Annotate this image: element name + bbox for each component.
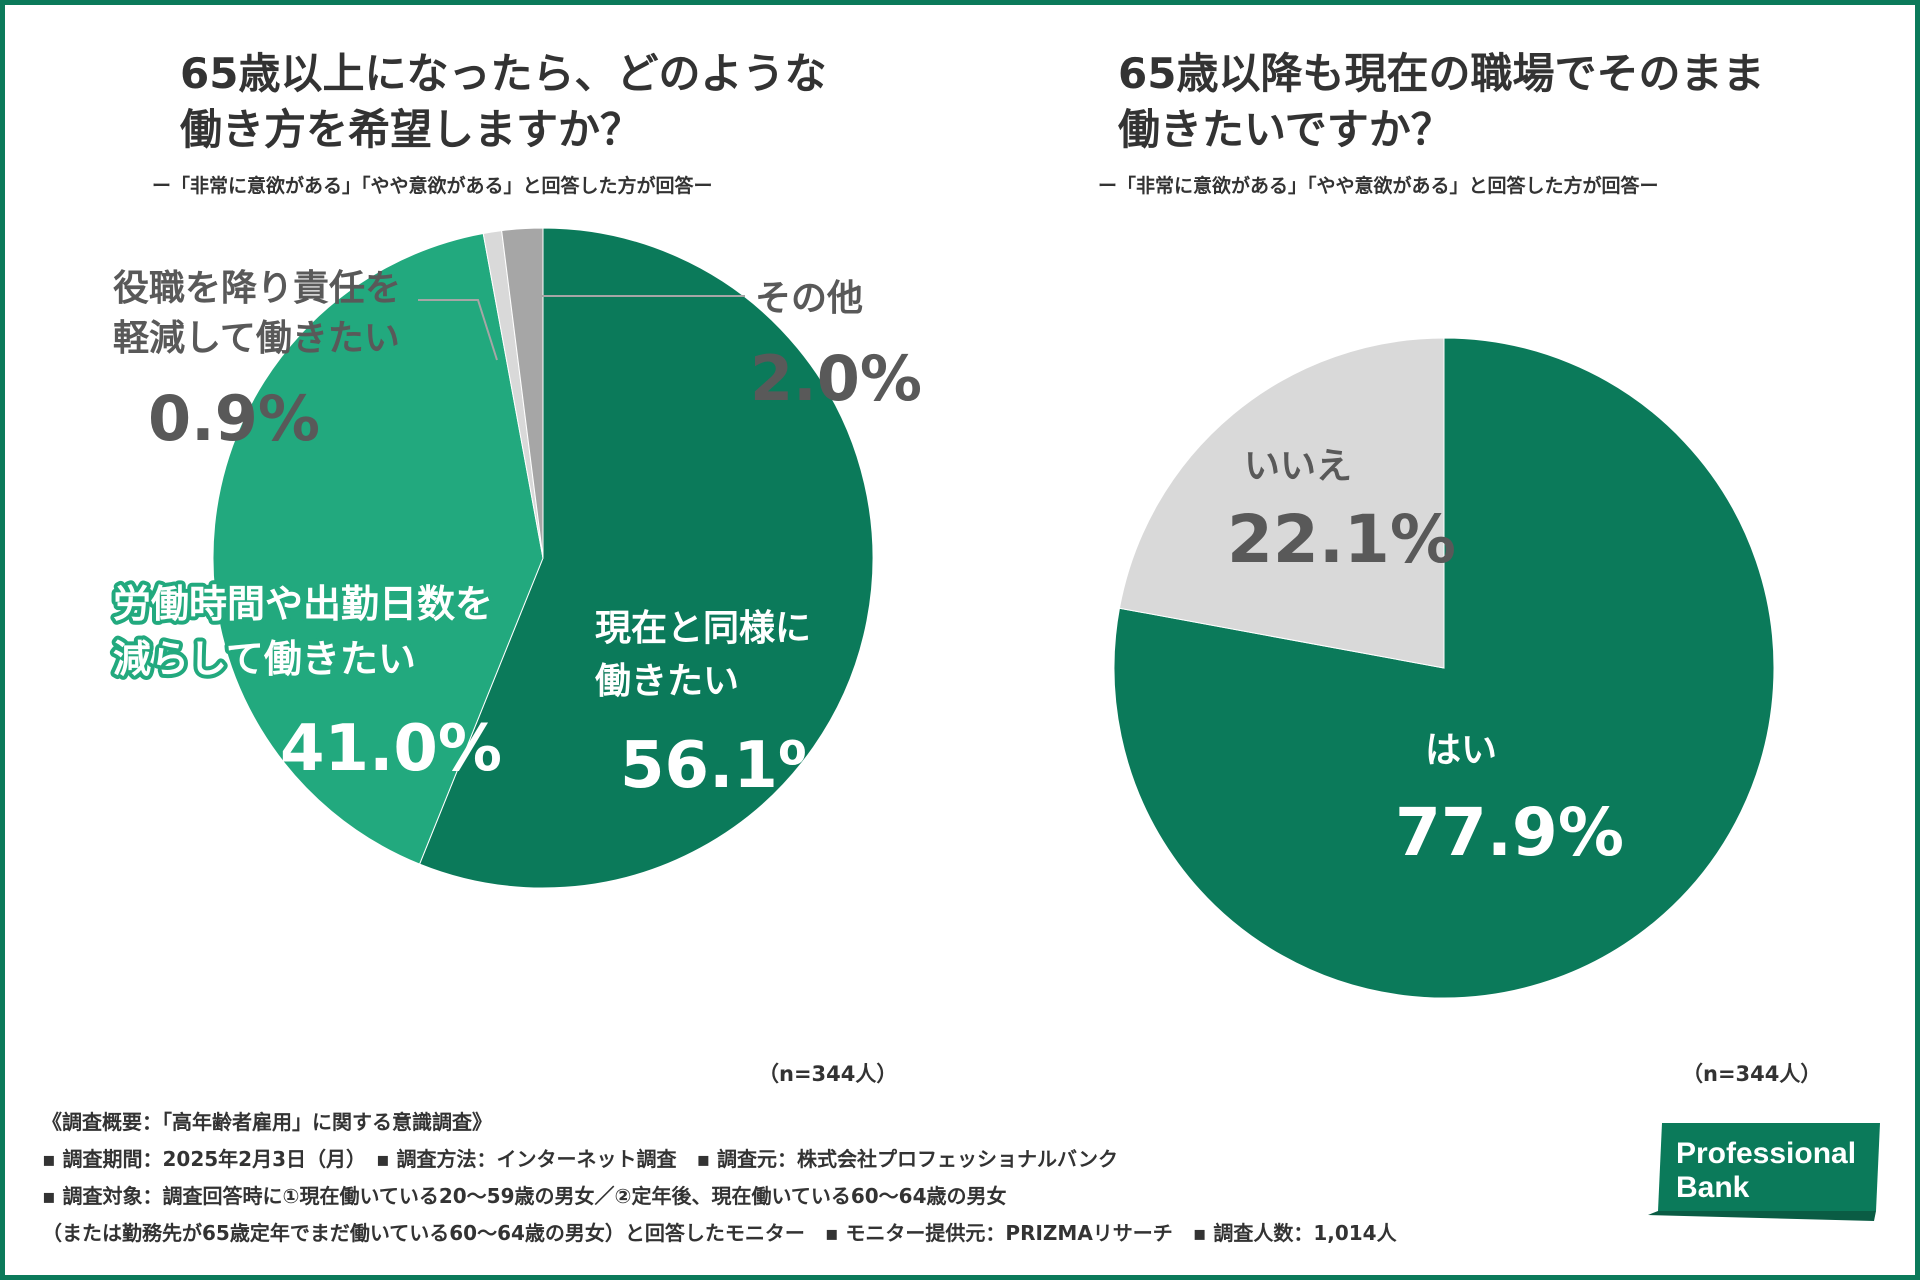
footer-heading: 《調査概要：「高年齢者雇用」に関する意識調査》 bbox=[42, 1110, 492, 1134]
right-slice-1-label-line1: いいえ bbox=[1244, 446, 1352, 487]
right-slice-0-label-line1: はい bbox=[1425, 730, 1497, 771]
left-slice-2-leader-line bbox=[418, 299, 498, 361]
left-chart-title-line2: 働き方を希望しますか？ bbox=[180, 105, 643, 154]
footer-line1: ▪ 調査期間：2025年2月3日（月） ▪ 調査方法：インターネット調査 ▪ 調… bbox=[42, 1147, 1119, 1171]
right-pie-slice-1 bbox=[1118, 337, 1445, 669]
right-pie-slice-0 bbox=[1113, 337, 1775, 999]
left-pie-slice-3 bbox=[501, 227, 544, 559]
logo-text-line1: Professional bbox=[1676, 1137, 1856, 1170]
left-sample-size: （n=344人） bbox=[758, 1062, 898, 1086]
professional-bank-logo: Professional Bank bbox=[1648, 1123, 1880, 1221]
right-chart-title-line2: 働きたいですか？ bbox=[1118, 105, 1453, 154]
logo-plate-edge bbox=[1648, 1211, 1876, 1221]
left-slice-2-value: 0.9% bbox=[148, 382, 320, 455]
logo-plate bbox=[1658, 1123, 1880, 1211]
left-pie-slice-1 bbox=[212, 232, 544, 865]
left-slice-3-value: 2.0% bbox=[750, 342, 922, 415]
left-slice-0-label-line2: 働きたい bbox=[595, 661, 739, 702]
left-slice-0-label-line1: 現在と同様に bbox=[595, 608, 811, 649]
left-chart-title-line1: 65歳以上になったら、どのような bbox=[180, 49, 827, 98]
right-sample-size: （n=344人） bbox=[1682, 1062, 1822, 1086]
footer-line3: （または勤務先が65歳定年でまだ働いている60〜64歳の男女）と回答したモニター… bbox=[42, 1221, 1397, 1245]
left-slice-3-label-line1: その他 bbox=[755, 278, 863, 319]
logo-text-line2: Bank bbox=[1676, 1171, 1750, 1204]
left-slice-2-label-line1: 役職を降り責任を bbox=[113, 268, 401, 309]
right-chart-subtitle: ー「非常に意欲がある」「やや意欲がある」と回答した方が回答ー bbox=[1098, 175, 1659, 197]
left-slice-3-leader-line bbox=[525, 295, 745, 355]
left-slice-1-value: 41.0% bbox=[280, 712, 502, 786]
right-slice-0-value: 77.9% bbox=[1395, 794, 1624, 871]
right-slice-1-value: 22.1% bbox=[1227, 501, 1456, 578]
left-chart-subtitle: ー「非常に意欲がある」「やや意欲がある」と回答した方が回答ー bbox=[152, 175, 713, 197]
right-chart-title-line1: 65歳以降も現在の職場でそのまま bbox=[1118, 49, 1765, 98]
left-slice-2-label-line2: 軽減して働きたい bbox=[113, 318, 400, 359]
left-pie-slice-0 bbox=[418, 227, 874, 889]
left-slice-1-label-line2: 減らして働きたい bbox=[113, 637, 416, 681]
left-slice-0-value: 56.1% bbox=[620, 729, 842, 803]
footer-line2: ▪ 調査対象：調査回答時に①現在働いている20〜59歳の男女／②定年後、現在働い… bbox=[42, 1184, 1007, 1208]
left-slice-1-label-line1: 労働時間や出勤日数を bbox=[113, 582, 493, 626]
